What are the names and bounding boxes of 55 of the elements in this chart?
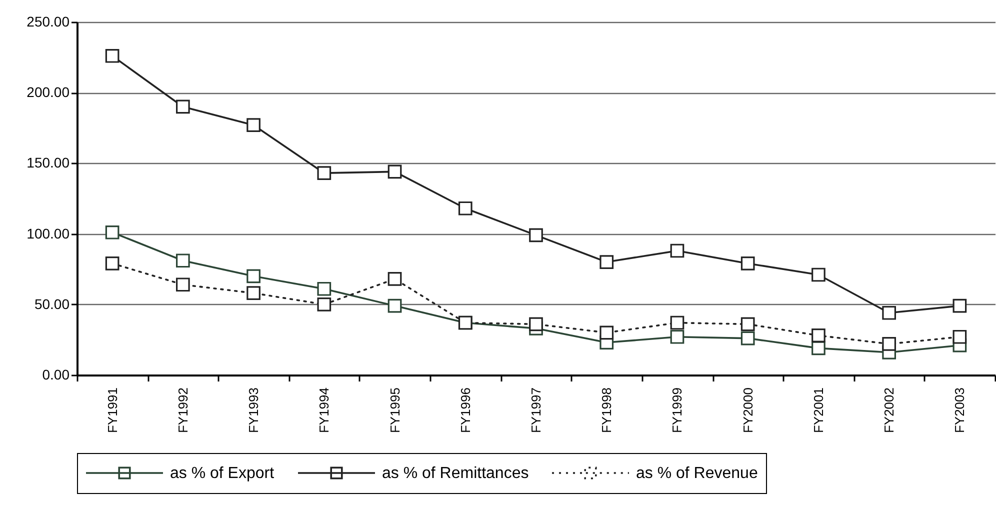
point: [740, 256, 755, 270]
y-tick-label: 50.00: [34, 296, 70, 312]
point: [246, 269, 260, 284]
point: [740, 317, 755, 332]
y-tick-label: 150.00: [26, 154, 70, 171]
y-tick-label: 0.00: [42, 366, 70, 382]
point: [458, 201, 472, 216]
legend-label: as % of Export: [170, 465, 275, 482]
point: [317, 166, 332, 180]
point: [317, 282, 332, 296]
legend-label: as % of Revenue: [636, 465, 758, 482]
x-tick-label: FY1994: [316, 388, 332, 434]
point: [952, 298, 967, 313]
x-tick-label: FY1995: [387, 388, 402, 434]
point: [105, 225, 120, 240]
point: [812, 341, 826, 356]
point: [670, 316, 684, 330]
x-tick-label: FY1992: [175, 388, 190, 434]
x-tick-label: FY1991: [104, 388, 120, 434]
point: [176, 100, 190, 114]
point: [246, 286, 260, 300]
point: [388, 298, 402, 313]
point: [176, 254, 190, 268]
point: [812, 268, 826, 282]
x-tick-label: FY1998: [599, 388, 614, 434]
point: [176, 278, 190, 292]
point: [105, 48, 120, 63]
point: [952, 330, 967, 344]
point: [670, 330, 684, 344]
point: [529, 317, 543, 332]
point: [317, 297, 332, 312]
point: [740, 331, 755, 346]
y-tick-label: 100.00: [26, 225, 70, 242]
point: [600, 326, 614, 340]
x-tick-label: FY2000: [740, 388, 756, 434]
x-tick-label: FY1999: [670, 388, 685, 434]
x-tick-label: FY2001: [810, 388, 826, 434]
point: [388, 272, 402, 286]
x-tick-label: FY2003: [952, 388, 968, 434]
x-tick-label: FY2002: [882, 388, 897, 434]
point: [882, 306, 896, 320]
point: [812, 328, 826, 342]
point: [105, 256, 120, 270]
legend-label: as % of Remittances: [382, 465, 529, 482]
point: [246, 118, 260, 132]
y-tick-label: 250.00: [26, 14, 70, 30]
point: [882, 337, 896, 351]
point: [388, 164, 402, 179]
point: [529, 228, 543, 242]
y-tick-label: 200.00: [26, 84, 70, 100]
x-tick-label: FY1997: [528, 388, 544, 434]
point: [670, 244, 684, 258]
x-tick-label: FY1996: [458, 388, 473, 434]
point: [600, 255, 614, 269]
x-tick-label: FY1993: [246, 388, 262, 434]
